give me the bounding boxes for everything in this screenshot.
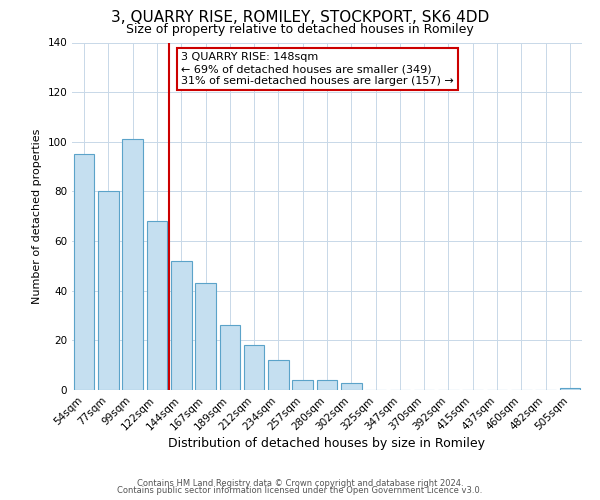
Text: Contains public sector information licensed under the Open Government Licence v3: Contains public sector information licen… [118, 486, 482, 495]
Bar [171, 261, 191, 390]
Y-axis label: Number of detached properties: Number of detached properties [32, 128, 42, 304]
Bar [195, 284, 216, 390]
Text: 3 QUARRY RISE: 148sqm
← 69% of detached houses are smaller (349)
31% of semi-det: 3 QUARRY RISE: 148sqm ← 69% of detached … [181, 52, 454, 86]
Bar [98, 192, 119, 390]
Bar [317, 380, 337, 390]
Text: 3, QUARRY RISE, ROMILEY, STOCKPORT, SK6 4DD: 3, QUARRY RISE, ROMILEY, STOCKPORT, SK6 … [111, 10, 489, 25]
Text: Size of property relative to detached houses in Romiley: Size of property relative to detached ho… [126, 22, 474, 36]
Bar [146, 221, 167, 390]
Bar [74, 154, 94, 390]
Bar [560, 388, 580, 390]
Bar [244, 346, 265, 390]
Text: Contains HM Land Registry data © Crown copyright and database right 2024.: Contains HM Land Registry data © Crown c… [137, 478, 463, 488]
Bar [220, 326, 240, 390]
Bar [292, 380, 313, 390]
X-axis label: Distribution of detached houses by size in Romiley: Distribution of detached houses by size … [169, 438, 485, 450]
Bar [122, 140, 143, 390]
Bar [268, 360, 289, 390]
Bar [341, 382, 362, 390]
